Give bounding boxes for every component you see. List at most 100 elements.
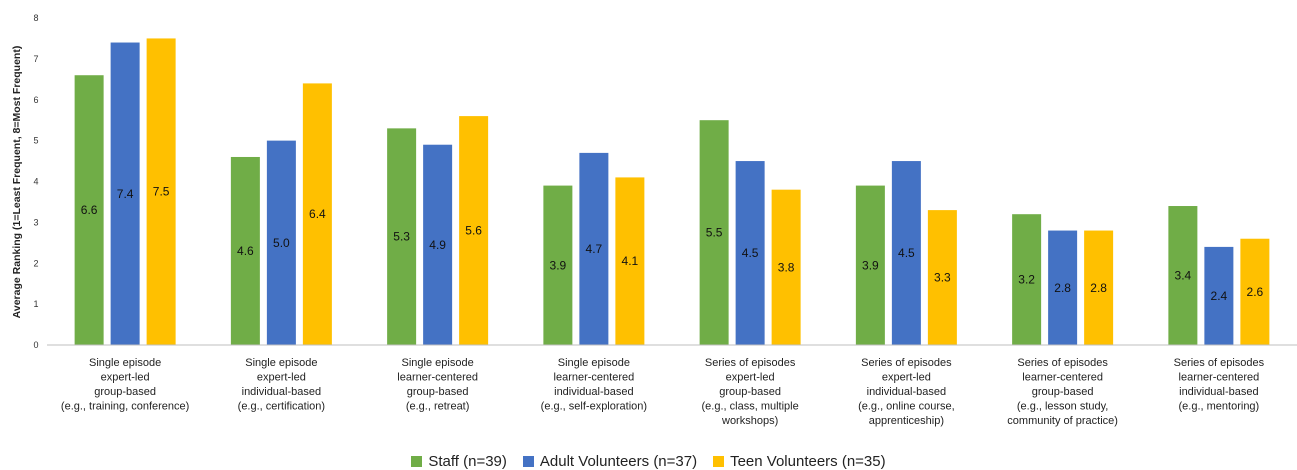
category-label-line: (e.g., self-exploration) [541,401,647,413]
y-tick-label: 2 [33,258,38,268]
data-label: 6.4 [309,207,326,221]
category-label-line: Series of episodes [1017,357,1108,369]
legend-label-adult-volunteers: Adult Volunteers (n=37) [539,452,698,470]
bar [1048,230,1078,345]
category-labels: Single episode expert-led group-based (e.g.… [61,357,1265,427]
category-label-line: Series of episodes [705,357,796,369]
data-label: 4.5 [742,246,759,260]
y-axis-title: Average Ranking (1=Least Frequent, 8=Mos… [11,46,23,319]
category-label-line: individual-based [242,386,322,398]
data-label: 3.4 [1175,269,1192,283]
category-label-line: Single episode [245,357,317,369]
category-label-line: group-based [407,386,469,398]
data-labels: 6.6 7.4 7.5 4.6 5.0 6.4 5.3 4.9 5.6 3.9 4.7 4.1 5.5 4… [81,185,1264,303]
bar [1204,246,1234,345]
bar [423,144,453,345]
data-label: 5.6 [465,224,482,238]
data-label: 3.2 [1018,273,1035,287]
category-label-line: expert-led [882,372,931,384]
bar [855,185,885,345]
category-label: Single episode expert-led individual-based… [238,357,325,413]
data-label: 4.1 [622,254,639,268]
data-label: 5.3 [393,230,410,244]
category-label-line: expert-led [257,372,306,384]
data-label: 4.9 [429,238,446,252]
data-label: 2.4 [1211,289,1228,303]
category-label-line: (e.g., class, multiple [702,401,799,413]
category-label: Series of episodes learner-centered group-… [1007,357,1118,427]
bar [543,185,573,345]
bar-chart: Average Ranking (1=Least Frequent, 8=Mos… [11,13,1297,427]
category-label-line: (e.g., retreat) [406,401,470,413]
category-label-line: expert-led [101,372,150,384]
data-label: 4.6 [237,244,254,258]
category-label-line: workshops) [721,415,778,427]
category-label-line: learner-centered [1179,372,1260,384]
category-label-line: (e.g., certification) [238,401,325,413]
category-label-line: apprenticeship) [869,415,944,427]
y-tick-label: 1 [33,299,38,309]
category-label-line: (e.g., online course, [858,401,955,413]
category-label-line: group-based [1032,386,1094,398]
category-label: Single episode learner-centered individual… [541,357,647,413]
legend-item-adult-volunteers: Adult Volunteers (n=37) [522,452,698,470]
category-label-line: (e.g., lesson study, [1017,401,1109,413]
bar [266,140,296,345]
bar [459,116,489,345]
bar [1240,238,1270,345]
legend-label-staff: Staff (n=39) [428,452,507,470]
category-label-line: individual-based [554,386,634,398]
category-label-line: group-based [719,386,781,398]
y-tick-label: 8 [33,13,38,23]
category-label-line: Series of episodes [861,357,952,369]
category-label-line: (e.g., mentoring) [1179,401,1260,413]
legend-item-staff: Staff (n=39) [411,453,507,470]
category-label: Single episode expert-led group-based (e.g.… [61,357,189,413]
data-label: 4.5 [898,246,915,260]
legend-swatch-teen-volunteers [713,455,725,467]
data-label: 3.9 [862,258,879,272]
legend-swatch-adult-volunteers [522,455,534,467]
bar [771,189,801,345]
bar [1012,214,1042,345]
data-label: 7.5 [153,185,170,199]
data-label: 4.7 [586,242,603,256]
bar [891,161,921,345]
category-label-line: Single episode [402,357,474,369]
y-axis-title-group: Average Ranking (1=Least Frequent, 8=Mos… [11,46,23,319]
bar [387,128,417,345]
data-label: 5.0 [273,236,290,250]
y-tick-label: 0 [33,340,38,350]
data-label: 6.6 [81,203,98,217]
data-label: 3.9 [550,258,567,272]
legend-swatch-staff [411,455,423,467]
legend-label-teen-volunteers: Teen Volunteers (n=35) [730,452,886,470]
data-label: 5.5 [706,226,723,240]
category-label-line: expert-led [726,372,775,384]
category-label-line: individual-based [1179,386,1259,398]
category-label: Series of episodes learner-centered indivi… [1174,357,1265,413]
data-label: 2.8 [1090,281,1107,295]
category-label: Series of episodes expert-led individual-b… [858,357,955,427]
legend: Staff (n=39) Adult Volunteers (n=37) Tee… [0,452,1297,470]
bar [699,120,729,345]
bar [927,210,957,345]
bar [110,42,140,346]
y-tick-label: 4 [33,177,38,187]
bar [302,83,332,346]
category-label-line: Series of episodes [1174,357,1265,369]
bar [615,177,645,345]
legend-item-teen-volunteers: Teen Volunteers (n=35) [713,453,886,470]
bar [146,38,176,345]
bars [74,38,1270,346]
y-tick-label: 6 [33,95,38,105]
category-label: Single episode learner-centered group-base… [397,357,478,413]
category-label-line: group-based [94,386,156,398]
category-label-line: Single episode [558,357,630,369]
bar [1084,230,1114,345]
y-tick-label: 5 [33,136,38,146]
bar [579,152,609,345]
bar [230,156,260,345]
data-label: 2.8 [1054,281,1071,295]
category-label-line: learner-centered [554,372,635,384]
